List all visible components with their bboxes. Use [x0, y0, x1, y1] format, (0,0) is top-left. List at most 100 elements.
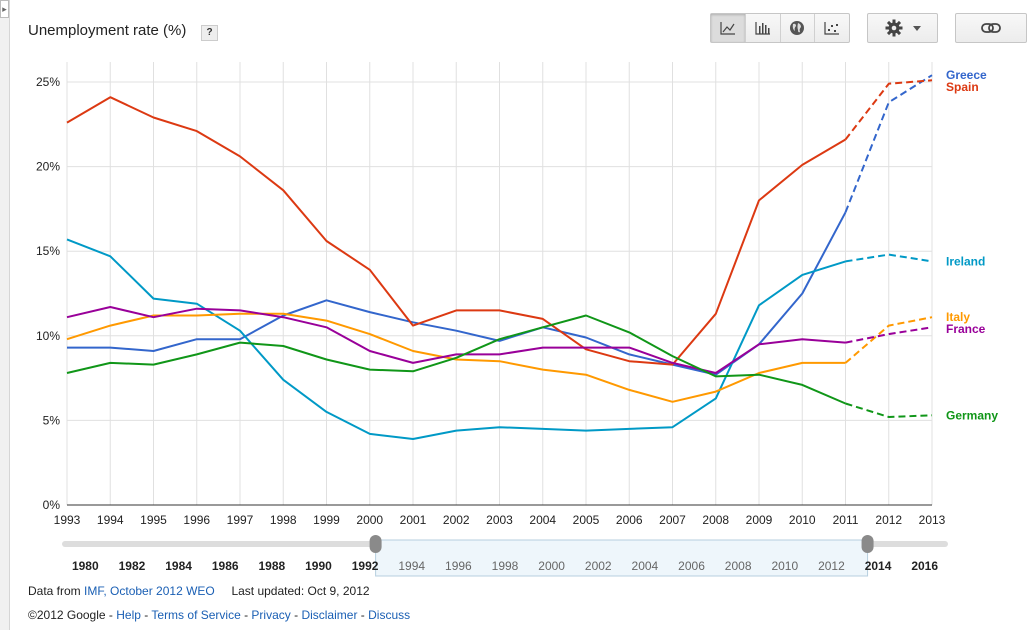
timeline-year-label: 2002: [585, 559, 612, 573]
x-tick-label: 1999: [313, 513, 340, 527]
globe-map-icon: [790, 21, 805, 35]
x-tick-label: 1998: [270, 513, 297, 527]
line-chart-icon: [720, 22, 735, 35]
y-tick-label: 5%: [43, 413, 61, 427]
chevron-down-icon: [912, 25, 921, 31]
legend-label-france[interactable]: France: [946, 322, 986, 336]
x-tick-label: 1996: [183, 513, 210, 527]
help-button[interactable]: ?: [201, 25, 218, 41]
terms-link[interactable]: Terms of Service: [151, 608, 241, 622]
timeline-year-label: 2004: [632, 559, 659, 573]
bar-chart-icon: [755, 22, 770, 35]
series-projection-greece[interactable]: [844, 74, 933, 213]
timeline-start-handle[interactable]: [369, 535, 382, 553]
y-tick-label: 0%: [43, 498, 61, 512]
timeline-year-label: 1990: [305, 559, 332, 573]
separator: -: [105, 608, 117, 622]
help-link[interactable]: Help: [116, 608, 141, 622]
timeline-year-label: 1980: [72, 559, 99, 573]
timeline-year-label: 1988: [258, 559, 285, 573]
line-chart: 1993 1994 1995 1996 1997 1998 1999 2000 2001 2002…: [36, 62, 998, 577]
timeline-year-label: 2006: [678, 559, 705, 573]
chart-type-toolbar: [710, 13, 850, 43]
timeline-year-label: 1998: [492, 559, 519, 573]
x-tick-label: 1994: [97, 513, 124, 527]
x-tick-label: 2013: [919, 513, 946, 527]
separator: -: [290, 608, 302, 622]
x-tick-label: 2001: [400, 513, 427, 527]
series-projection-spain[interactable]: [844, 79, 933, 141]
data-from-label: Data from: [28, 584, 81, 598]
separator: -: [357, 608, 369, 622]
left-panel-strip: [0, 0, 10, 630]
x-tick-label: 2012: [875, 513, 902, 527]
timeline-year-label: 2010: [771, 559, 798, 573]
timeline-year-label: 2016: [911, 559, 938, 573]
privacy-link[interactable]: Privacy: [251, 608, 291, 622]
separator: -: [140, 608, 152, 622]
expand-panel-button[interactable]: ▸: [0, 0, 9, 18]
timeline-year-label: 1992: [352, 559, 379, 573]
x-tick-label: 2006: [616, 513, 643, 527]
disclaimer-link[interactable]: Disclaimer: [301, 608, 358, 622]
series-line-germany[interactable]: [66, 314, 846, 405]
x-tick-label: 2003: [486, 513, 513, 527]
timeline-end-handle[interactable]: [861, 535, 874, 553]
timeline-year-label: 1984: [165, 559, 192, 573]
scatter-chart-icon: [824, 22, 840, 35]
y-tick-label: 20%: [36, 160, 60, 174]
series-line-italy[interactable]: [66, 312, 846, 403]
x-tick-label: 2002: [443, 513, 470, 527]
x-tick-label: 1995: [140, 513, 167, 527]
timeline-selected-range[interactable]: [375, 539, 869, 577]
series-line-france[interactable]: [66, 306, 846, 374]
gear-icon: [885, 19, 902, 37]
series-projection-france[interactable]: [845, 326, 933, 344]
map-chart-button[interactable]: [781, 14, 816, 42]
series-projection-italy[interactable]: [844, 316, 933, 364]
share-link-button[interactable]: [955, 13, 1027, 43]
legend-label-germany[interactable]: Germany: [946, 408, 998, 422]
chart-title: Unemployment rate (%): [28, 22, 187, 39]
line-chart-button[interactable]: [711, 14, 746, 42]
legend-label-spain[interactable]: Spain: [946, 80, 979, 94]
timeline-year-label: 2012: [818, 559, 845, 573]
separator: -: [240, 608, 252, 622]
legend-label-italy[interactable]: Italy: [946, 310, 970, 324]
legend-label-ireland[interactable]: Ireland: [946, 254, 985, 268]
legend-label-greece[interactable]: Greece: [946, 68, 987, 82]
timeline-year-label: 1996: [445, 559, 472, 573]
source-link[interactable]: IMF, October 2012 WEO: [84, 584, 215, 598]
x-tick-label: 2005: [573, 513, 600, 527]
timeline-year-label: 2008: [725, 559, 752, 573]
y-tick-label: 10%: [36, 329, 60, 343]
link-icon: [981, 23, 1001, 33]
timeline-year-label: 2014: [865, 559, 892, 573]
settings-button[interactable]: [867, 13, 938, 43]
x-tick-label: 1997: [227, 513, 254, 527]
timeline-year-label: 1986: [212, 559, 239, 573]
x-tick-label: 2011: [833, 513, 859, 527]
series-projection-germany[interactable]: [845, 402, 933, 419]
bar-chart-button[interactable]: [746, 14, 781, 42]
x-tick-label: 2004: [529, 513, 556, 527]
series-line-ireland[interactable]: [66, 238, 846, 440]
x-tick-label: 2009: [746, 513, 773, 527]
series-line-spain[interactable]: [66, 96, 847, 366]
data-source-line: Data from IMF, October 2012 WEO Last upd…: [28, 584, 370, 598]
y-tick-label: 25%: [36, 75, 60, 89]
series-line-greece[interactable]: [67, 211, 847, 376]
copyright: ©2012 Google: [28, 608, 106, 622]
x-tick-label: 2000: [356, 513, 383, 527]
x-tick-label: 1993: [54, 513, 81, 527]
footer-links: ©2012 Google - Help - Terms of Service -…: [28, 608, 410, 622]
discuss-link[interactable]: Discuss: [368, 608, 411, 622]
timeline-year-label: 2000: [538, 559, 565, 573]
last-updated: Last updated: Oct 9, 2012: [231, 584, 370, 598]
y-tick-label: 15%: [36, 244, 60, 258]
series-projection-ireland[interactable]: [845, 253, 933, 263]
x-tick-label: 2010: [789, 513, 816, 527]
scatter-chart-button[interactable]: [815, 14, 849, 42]
timeline-year-label: 1982: [119, 559, 146, 573]
timeline-year-label: 1994: [398, 559, 425, 573]
